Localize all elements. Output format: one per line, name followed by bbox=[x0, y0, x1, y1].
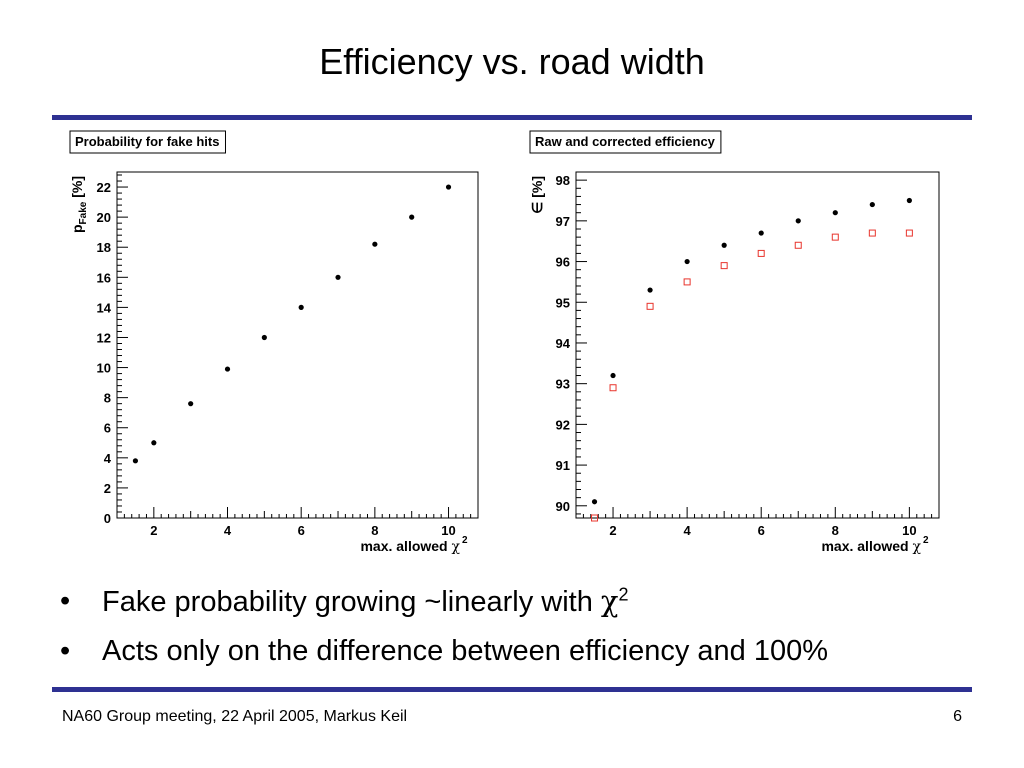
data-point bbox=[151, 440, 157, 446]
fake-probability-chart-svg: Probability for fake hits 2 4 6 8 10 0 2 4 6 8 10 12… bbox=[69, 130, 479, 555]
data-point bbox=[188, 401, 194, 407]
plot-frame bbox=[575, 171, 940, 519]
x-tick-label: 10 bbox=[441, 523, 455, 538]
data-point bbox=[445, 184, 452, 190]
x-tick-label: 8 bbox=[832, 523, 839, 538]
data-point bbox=[224, 366, 231, 372]
chart-title: Raw and corrected efficiency bbox=[535, 134, 716, 149]
chi-symbol: χ bbox=[600, 584, 619, 618]
y-tick-label: 95 bbox=[556, 295, 570, 310]
data-point-corrected bbox=[757, 249, 765, 257]
bullet-item: • Fake probability growing ~linearly wit… bbox=[60, 584, 980, 618]
x-axis-label-sup: 2 bbox=[462, 535, 468, 546]
data-point-corrected bbox=[720, 262, 728, 270]
data-point bbox=[795, 218, 801, 224]
y-tick-label: 18 bbox=[97, 240, 111, 255]
y-tick-label: 6 bbox=[104, 421, 111, 436]
x-tick-label: 8 bbox=[371, 523, 378, 538]
y-tick-label: 96 bbox=[556, 255, 570, 270]
data-point bbox=[869, 201, 875, 208]
y-tick-label: 94 bbox=[556, 336, 571, 351]
efficiency-chart-svg: Raw and corrected efficiency 2 4 6 8 10 90 91 92… bbox=[529, 130, 940, 555]
data-point-corrected bbox=[609, 384, 617, 392]
plot-frame bbox=[116, 171, 479, 519]
x-tick-label: 10 bbox=[902, 523, 916, 538]
bullet-item: • Acts only on the difference between ef… bbox=[60, 634, 980, 668]
data-point bbox=[409, 214, 415, 220]
bottom-divider bbox=[52, 687, 972, 692]
bullet-list: • Fake probability growing ~linearly wit… bbox=[60, 584, 980, 684]
data-point bbox=[591, 499, 598, 505]
x-tick-label: 6 bbox=[298, 523, 305, 538]
x-tick-label: 4 bbox=[684, 523, 692, 538]
x-tick-label: 2 bbox=[609, 523, 616, 538]
x-axis-label: max. allowed χ bbox=[360, 538, 460, 555]
data-point-corrected bbox=[905, 229, 913, 237]
y-tick-label: 2 bbox=[104, 481, 111, 496]
y-tick-label: 91 bbox=[556, 458, 570, 473]
y-tick-label: 8 bbox=[104, 391, 111, 406]
y-axis-label-group: pFake [%] bbox=[69, 176, 89, 233]
data-point bbox=[372, 241, 378, 247]
x-axis-label: max. allowed χ bbox=[821, 538, 921, 555]
data-point bbox=[906, 197, 912, 204]
y-tick-label: 12 bbox=[97, 330, 111, 345]
page-number: 6 bbox=[953, 708, 962, 725]
data-point-corrected bbox=[868, 229, 876, 237]
y-tick-label: 97 bbox=[556, 214, 570, 229]
data-point-corrected bbox=[683, 278, 691, 286]
y-axis-label-group: ∈ [%] bbox=[529, 176, 545, 214]
y-tick-label: 16 bbox=[97, 270, 111, 285]
data-point-corrected bbox=[794, 241, 802, 249]
data-point bbox=[335, 274, 341, 280]
x-tick-label: 2 bbox=[150, 523, 157, 538]
x-tick-label: 4 bbox=[224, 523, 232, 538]
y-tick-label: 10 bbox=[97, 361, 111, 376]
data-point bbox=[647, 287, 653, 293]
slide-title: Efficiency vs. road width bbox=[319, 41, 705, 82]
data-point bbox=[298, 304, 304, 310]
data-point-corrected bbox=[646, 302, 654, 310]
bullet-marker: • bbox=[60, 585, 71, 617]
data-point bbox=[684, 258, 690, 265]
efficiency-chart: Raw and corrected efficiency 2 4 6 8 10 90 91 92… bbox=[527, 126, 943, 560]
y-tick-label: 90 bbox=[556, 499, 570, 514]
data-point bbox=[832, 210, 838, 216]
data-point bbox=[610, 372, 616, 379]
y-tick-label: 98 bbox=[556, 173, 570, 188]
y-tick-label: 22 bbox=[97, 180, 111, 195]
data-point bbox=[758, 230, 764, 236]
data-point-corrected bbox=[831, 233, 839, 241]
fake-probability-chart: Probability for fake hits 2 4 6 8 10 0 2 4 6 8 10 12… bbox=[67, 126, 479, 560]
y-tick-label: 20 bbox=[97, 210, 111, 225]
x-tick-label: 6 bbox=[758, 523, 765, 538]
data-point bbox=[261, 334, 267, 341]
y-tick-label: 4 bbox=[104, 451, 112, 466]
data-point-corrected bbox=[591, 514, 599, 522]
y-axis-label: pFake [%] bbox=[69, 176, 89, 233]
bullet-text: Acts only on the difference between effi… bbox=[102, 635, 829, 667]
bullet-marker: • bbox=[60, 635, 71, 667]
chart-title: Probability for fake hits bbox=[75, 134, 219, 149]
y-tick-label: 92 bbox=[556, 417, 570, 432]
data-point bbox=[132, 458, 139, 464]
y-tick-label: 0 bbox=[104, 511, 111, 526]
x-axis-label-sup: 2 bbox=[923, 535, 929, 546]
y-axis-label: ∈ [%] bbox=[529, 176, 545, 214]
data-point bbox=[721, 242, 727, 248]
top-divider bbox=[52, 115, 972, 120]
y-tick-label: 14 bbox=[97, 300, 112, 315]
superscript: 2 bbox=[618, 584, 629, 605]
chart-title-box bbox=[69, 130, 226, 154]
bullet-text: Fake probability growing ~linearly with bbox=[102, 586, 601, 618]
y-tick-label: 93 bbox=[556, 377, 570, 392]
chart-title-box bbox=[529, 130, 722, 154]
footer-text: NA60 Group meeting, 22 April 2005, Marku… bbox=[62, 708, 408, 725]
